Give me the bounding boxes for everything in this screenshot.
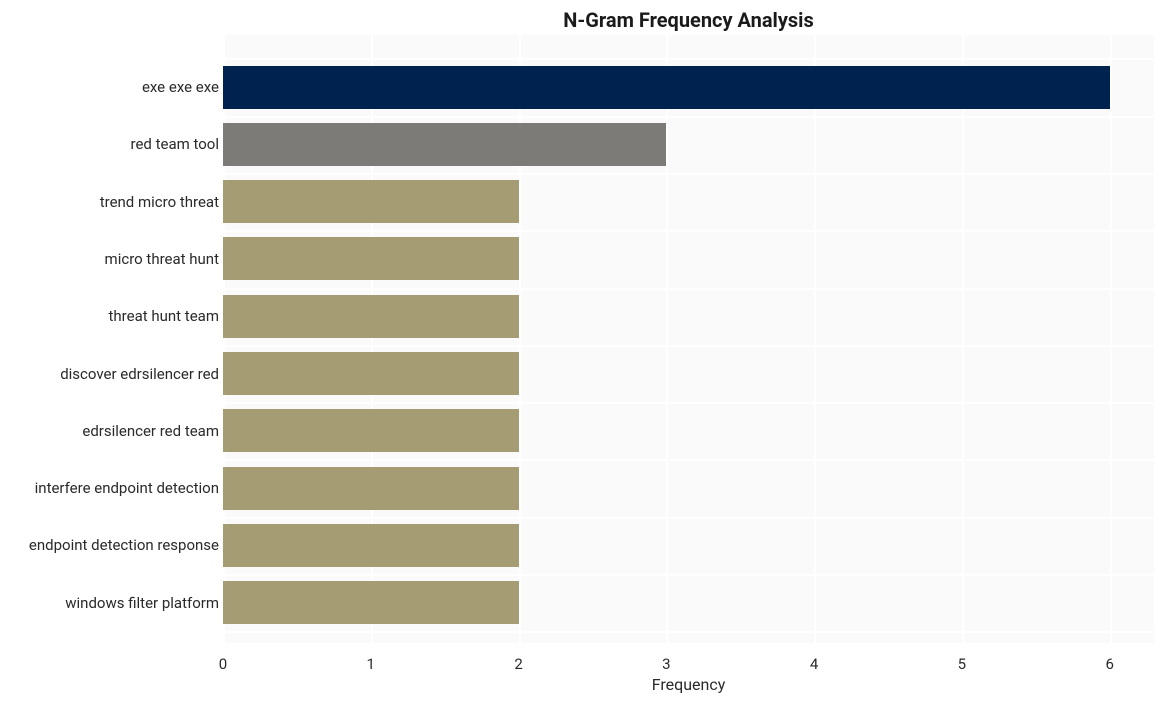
- chart-title: N-Gram Frequency Analysis: [223, 8, 1154, 32]
- grid-line-horizontal: [223, 574, 1154, 576]
- bar: [223, 237, 519, 280]
- grid-line-vertical: [814, 35, 816, 643]
- bar: [223, 66, 1110, 109]
- y-axis-category-label: micro threat hunt: [0, 250, 219, 268]
- bar: [223, 409, 519, 452]
- bar: [223, 524, 519, 567]
- bar: [223, 581, 519, 624]
- bar: [223, 180, 519, 223]
- y-axis-category-label: trend micro threat: [0, 193, 219, 211]
- grid-line-horizontal: [223, 459, 1154, 461]
- grid-line-horizontal: [223, 288, 1154, 290]
- grid-line-vertical: [666, 35, 668, 643]
- x-axis-tick-label: 1: [367, 655, 375, 673]
- y-axis-category-label: endpoint detection response: [0, 536, 219, 554]
- bar: [223, 467, 519, 510]
- grid-line-horizontal: [223, 173, 1154, 175]
- y-axis-category-label: discover edrsilencer red: [0, 365, 219, 383]
- y-axis-category-label: threat hunt team: [0, 307, 219, 325]
- y-axis-category-label: interfere endpoint detection: [0, 479, 219, 497]
- grid-line-horizontal: [223, 402, 1154, 404]
- grid-line-vertical: [1110, 35, 1112, 643]
- x-axis-tick-label: 5: [958, 655, 966, 673]
- y-axis-category-label: red team tool: [0, 135, 219, 153]
- y-axis-category-label: edrsilencer red team: [0, 422, 219, 440]
- grid-line-horizontal: [223, 116, 1154, 118]
- y-axis-category-label: windows filter platform: [0, 594, 219, 612]
- grid-line-vertical: [962, 35, 964, 643]
- x-axis-label: Frequency: [652, 675, 726, 694]
- x-axis-tick-label: 6: [1105, 655, 1113, 673]
- x-axis-tick-label: 4: [810, 655, 818, 673]
- chart-container: N-Gram Frequency Analysis exe exe exe red…: [0, 0, 1164, 701]
- x-axis-tick-label: 2: [514, 655, 522, 673]
- x-axis-tick-label: 3: [662, 655, 670, 673]
- grid-line-horizontal: [223, 631, 1154, 633]
- y-axis-category-label: exe exe exe: [0, 78, 219, 96]
- bar: [223, 295, 519, 338]
- bar: [223, 123, 666, 166]
- plot-area: [223, 35, 1154, 643]
- x-axis-tick-label: 0: [219, 655, 227, 673]
- grid-line-horizontal: [223, 517, 1154, 519]
- y-labels-container: exe exe exe red team tool trend micro thre…: [0, 35, 219, 643]
- grid-line-horizontal: [223, 230, 1154, 232]
- grid-line-horizontal: [223, 58, 1154, 60]
- bar: [223, 352, 519, 395]
- grid-line-horizontal: [223, 345, 1154, 347]
